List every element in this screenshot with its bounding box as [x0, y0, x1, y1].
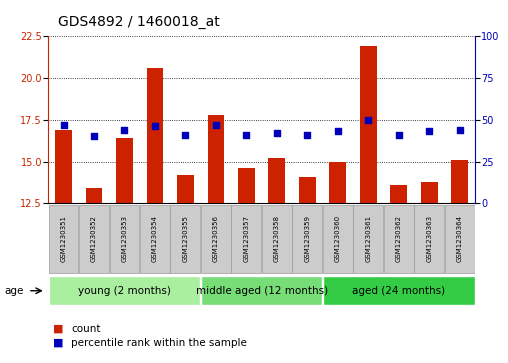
Point: [59, 122, 68, 128]
FancyBboxPatch shape: [110, 205, 139, 273]
FancyBboxPatch shape: [49, 205, 78, 273]
Bar: [360, 46, 377, 203]
Text: ■: ■: [53, 338, 64, 348]
Bar: [146, 68, 164, 203]
Point: [425, 129, 433, 134]
Bar: [268, 158, 285, 203]
Point: [334, 129, 342, 134]
Text: GSM1230363: GSM1230363: [426, 215, 432, 262]
FancyBboxPatch shape: [323, 205, 353, 273]
FancyBboxPatch shape: [201, 276, 322, 305]
Text: middle aged (12 months): middle aged (12 months): [196, 286, 328, 296]
Text: GSM1230362: GSM1230362: [396, 215, 402, 262]
Text: young (2 months): young (2 months): [78, 286, 171, 296]
FancyBboxPatch shape: [262, 205, 292, 273]
Bar: [390, 185, 407, 203]
Text: GSM1230360: GSM1230360: [335, 215, 341, 262]
Point: [212, 122, 220, 128]
Bar: [177, 175, 194, 203]
FancyBboxPatch shape: [140, 205, 170, 273]
Bar: [207, 115, 224, 203]
Text: age: age: [4, 286, 23, 296]
FancyBboxPatch shape: [232, 205, 261, 273]
Point: [303, 132, 311, 138]
Point: [273, 130, 281, 136]
Text: GSM1230354: GSM1230354: [152, 215, 158, 262]
Bar: [55, 130, 72, 203]
FancyBboxPatch shape: [323, 276, 474, 305]
Bar: [299, 176, 315, 203]
Point: [151, 123, 159, 129]
Text: count: count: [71, 323, 101, 334]
FancyBboxPatch shape: [49, 276, 200, 305]
Bar: [451, 160, 468, 203]
Point: [364, 117, 372, 123]
Bar: [238, 168, 255, 203]
Text: GSM1230356: GSM1230356: [213, 215, 219, 262]
FancyBboxPatch shape: [171, 205, 200, 273]
Point: [181, 132, 189, 138]
FancyBboxPatch shape: [354, 205, 383, 273]
Point: [456, 127, 464, 133]
FancyBboxPatch shape: [79, 205, 109, 273]
Text: GSM1230352: GSM1230352: [91, 215, 97, 262]
Text: GSM1230358: GSM1230358: [274, 215, 280, 262]
Point: [120, 127, 129, 133]
Text: GSM1230357: GSM1230357: [243, 215, 249, 262]
Bar: [85, 188, 102, 203]
Point: [90, 134, 98, 139]
Text: GSM1230351: GSM1230351: [60, 215, 67, 262]
Text: GDS4892 / 1460018_at: GDS4892 / 1460018_at: [58, 15, 220, 29]
Text: GSM1230361: GSM1230361: [365, 215, 371, 262]
Bar: [421, 182, 437, 203]
Text: percentile rank within the sample: percentile rank within the sample: [71, 338, 247, 348]
FancyBboxPatch shape: [293, 205, 322, 273]
Bar: [329, 162, 346, 203]
Text: ■: ■: [53, 323, 64, 334]
FancyBboxPatch shape: [201, 205, 231, 273]
Point: [242, 132, 250, 138]
Point: [395, 132, 403, 138]
Text: GSM1230359: GSM1230359: [304, 215, 310, 262]
Bar: [116, 138, 133, 203]
FancyBboxPatch shape: [445, 205, 474, 273]
FancyBboxPatch shape: [415, 205, 444, 273]
Text: GSM1230355: GSM1230355: [182, 215, 188, 262]
Text: GSM1230364: GSM1230364: [457, 215, 463, 262]
Text: aged (24 months): aged (24 months): [352, 286, 446, 296]
Text: GSM1230353: GSM1230353: [121, 215, 128, 262]
FancyBboxPatch shape: [384, 205, 414, 273]
